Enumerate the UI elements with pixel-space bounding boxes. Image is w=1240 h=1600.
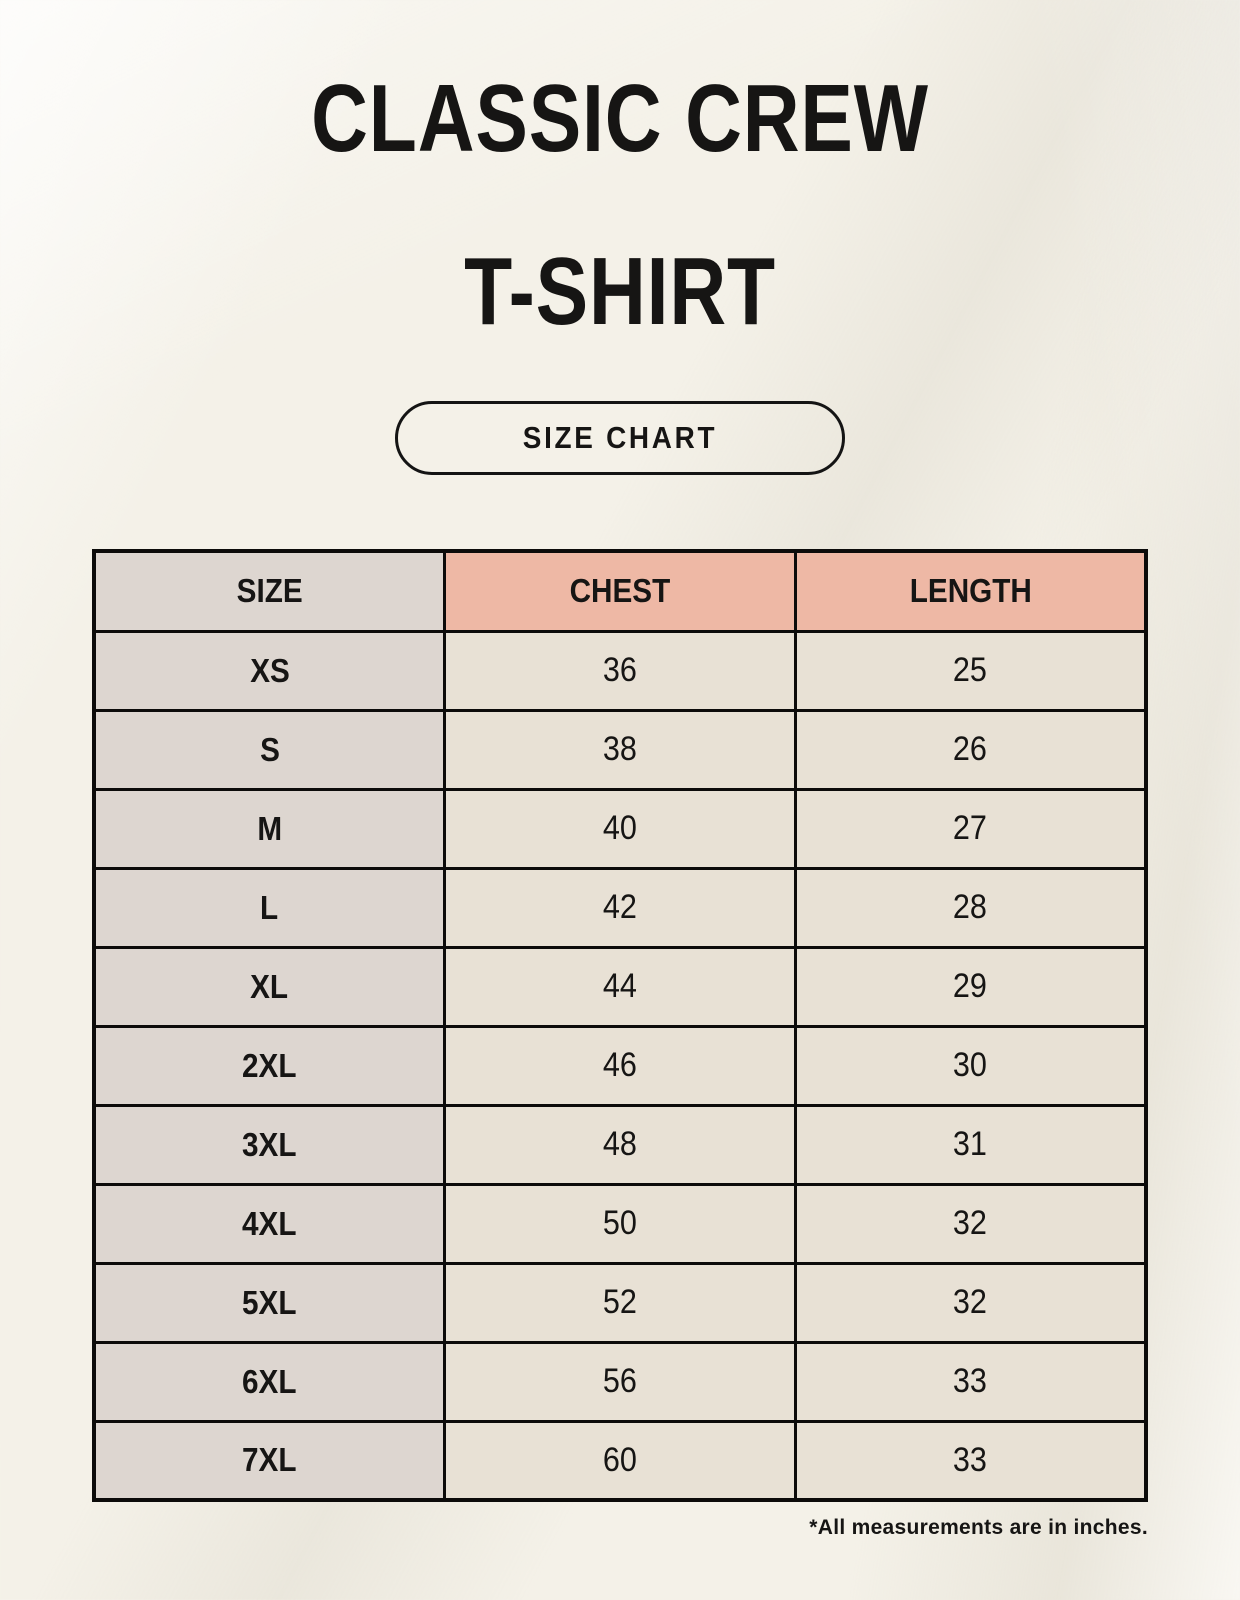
size-cell: 6XL [92, 1340, 447, 1423]
size-cell-value: 4XL [242, 1204, 297, 1242]
table-row: 6XL 56 33 [92, 1340, 1148, 1423]
chest-cell: 44 [443, 945, 797, 1028]
size-cell-value: 5XL [242, 1283, 297, 1321]
chest-cell: 40 [443, 787, 797, 870]
size-cell-value: M [257, 809, 282, 847]
column-header-chest-label: CHEST [569, 572, 671, 610]
size-cell-value: 3XL [242, 1125, 297, 1163]
length-cell: 32 [793, 1261, 1148, 1344]
table-row: 2XL 46 30 [92, 1024, 1148, 1107]
size-chart-page: CLASSIC CREW T-SHIRT SIZE CHART SIZE CHE… [0, 71, 1240, 1600]
length-cell: 31 [793, 1103, 1148, 1186]
chest-cell: 48 [443, 1103, 797, 1186]
size-cell-value: XS [249, 651, 290, 689]
table-row: 5XL 52 32 [92, 1261, 1148, 1344]
size-cell: S [92, 708, 447, 791]
length-cell: 33 [793, 1340, 1148, 1423]
chest-cell: 46 [443, 1024, 797, 1107]
page-title-line2: T-SHIRT [464, 237, 776, 345]
size-table-body: XS 36 25 S 38 26 M 40 27 L 42 28 XL 44 29 2XL 46 30 3XL 48 3… [92, 629, 1148, 1502]
measurements-footnote: *All measurements are in inches. [809, 1516, 1148, 1540]
column-header-length: LENGTH [793, 549, 1148, 633]
chest-cell: 52 [443, 1261, 797, 1344]
column-header-size-label: SIZE [236, 572, 303, 610]
table-row: S 38 26 [92, 708, 1148, 791]
size-cell-value: 7XL [242, 1441, 297, 1479]
column-header-length-label: LENGTH [909, 572, 1032, 610]
length-cell: 30 [793, 1024, 1148, 1107]
length-cell: 26 [793, 708, 1148, 791]
length-cell-value: 28 [953, 888, 988, 927]
length-cell: 25 [793, 629, 1148, 712]
size-table: SIZE CHEST LENGTH XS 36 25 S 38 26 M 40 27 L 42 28 X… [92, 549, 1148, 1503]
table-row: 7XL 60 33 [92, 1419, 1148, 1502]
length-cell-value: 30 [953, 1046, 988, 1085]
length-cell: 32 [793, 1182, 1148, 1265]
length-cell-value: 26 [953, 730, 988, 769]
chest-cell-value: 38 [602, 730, 637, 769]
size-cell-value: L [260, 888, 279, 926]
size-cell-value: S [259, 730, 280, 768]
chest-cell-value: 50 [602, 1204, 637, 1243]
page-title-line1: CLASSIC CREW [311, 65, 929, 172]
size-cell-value: XL [250, 967, 289, 1005]
page-title: CLASSIC CREW T-SHIRT [112, 71, 1129, 340]
length-cell-value: 32 [953, 1283, 988, 1322]
chest-cell: 60 [443, 1419, 797, 1502]
column-header-chest: CHEST [443, 549, 797, 633]
table-row: L 42 28 [92, 866, 1148, 949]
size-chart-badge-label: SIZE CHART [522, 420, 718, 456]
chest-cell: 42 [443, 866, 797, 949]
size-cell: 5XL [92, 1261, 447, 1344]
table-row: XS 36 25 [92, 629, 1148, 712]
chest-cell: 36 [443, 629, 797, 712]
size-cell: XS [92, 629, 447, 712]
header-row: SIZE CHEST LENGTH [92, 549, 1148, 633]
length-cell-value: 31 [953, 1125, 988, 1164]
table-row: 3XL 48 31 [92, 1103, 1148, 1186]
chest-cell-value: 42 [602, 888, 637, 927]
length-cell-value: 25 [953, 651, 988, 690]
table-row: 4XL 50 32 [92, 1182, 1148, 1265]
chest-cell: 56 [443, 1340, 797, 1423]
size-cell-value: 2XL [242, 1046, 297, 1084]
chest-cell: 50 [443, 1182, 797, 1265]
length-cell-value: 32 [953, 1204, 988, 1243]
column-header-size: SIZE [92, 549, 447, 633]
chest-cell-value: 44 [602, 967, 637, 1006]
length-cell: 28 [793, 866, 1148, 949]
size-table-header: SIZE CHEST LENGTH [92, 549, 1148, 633]
size-cell: M [92, 787, 447, 870]
chest-cell-value: 46 [602, 1046, 637, 1085]
size-cell: 4XL [92, 1182, 447, 1265]
size-chart-badge: SIZE CHART [395, 401, 845, 476]
size-cell: 3XL [92, 1103, 447, 1186]
length-cell: 33 [793, 1419, 1148, 1502]
length-cell-value: 27 [953, 809, 988, 848]
table-row: XL 44 29 [92, 945, 1148, 1028]
chest-cell-value: 40 [602, 809, 637, 848]
chest-cell-value: 48 [602, 1125, 637, 1164]
size-cell: L [92, 866, 447, 949]
length-cell: 27 [793, 787, 1148, 870]
size-cell: 2XL [92, 1024, 447, 1107]
length-cell-value: 29 [953, 967, 988, 1006]
length-cell: 29 [793, 945, 1148, 1028]
size-cell: 7XL [92, 1419, 447, 1502]
chest-cell: 38 [443, 708, 797, 791]
chest-cell-value: 60 [602, 1440, 637, 1479]
length-cell-value: 33 [953, 1362, 988, 1401]
chest-cell-value: 36 [602, 651, 637, 690]
chest-cell-value: 56 [602, 1362, 637, 1401]
table-row: M 40 27 [92, 787, 1148, 870]
chest-cell-value: 52 [602, 1283, 637, 1322]
size-cell: XL [92, 945, 447, 1028]
length-cell-value: 33 [953, 1440, 988, 1479]
size-cell-value: 6XL [242, 1362, 297, 1400]
